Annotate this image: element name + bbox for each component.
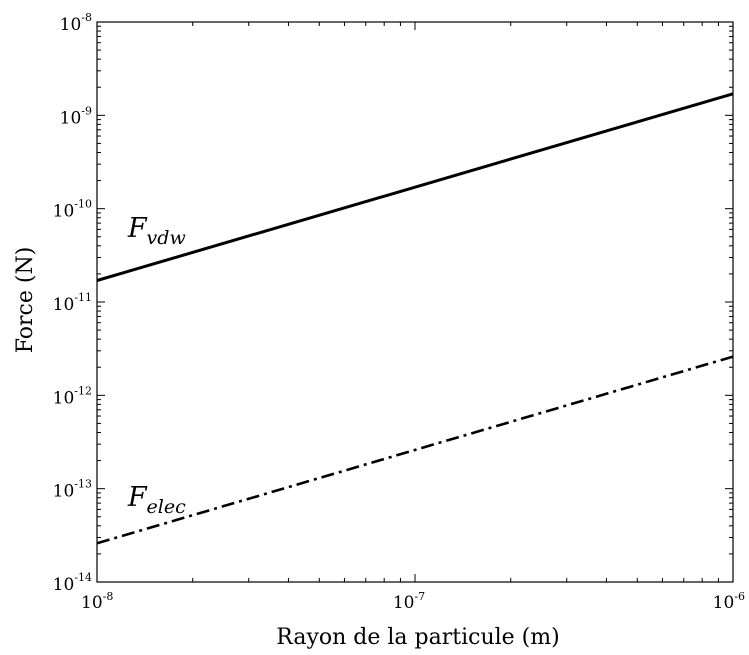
y-tick-label: 10-11 [53,291,92,315]
series-line-elec [96,355,734,545]
y-tick-label: 10-9 [60,104,92,128]
plot-frame [96,21,734,583]
plot-area [96,21,734,583]
x-axis-title: Rayon de la particule (m) [276,625,559,650]
x-tick-label: 10-6 [713,590,745,613]
y-tick-label: 10-13 [53,478,92,502]
x-tick-label: 10-7 [393,590,425,613]
series-label-vdw: Fvdw [127,213,186,249]
y-tick-label: 10-12 [53,384,92,408]
y-tick-label: 10-10 [53,198,92,222]
x-axis: 10-8 10-7 10-6 [81,22,745,613]
y-axis-title: Force (N) [13,247,38,354]
series-line-vdw [96,92,734,282]
x-tick-label: 10-8 [81,590,113,613]
y-tick-label: 10-14 [53,571,92,595]
y-tick-label: 10-8 [60,11,92,35]
y-axis: 10-14 10-13 10-12 10-11 10-10 10-9 10-8 [53,11,733,595]
series-group: Fvdw Felec [96,92,734,545]
series-label-elec: Felec [127,482,186,518]
